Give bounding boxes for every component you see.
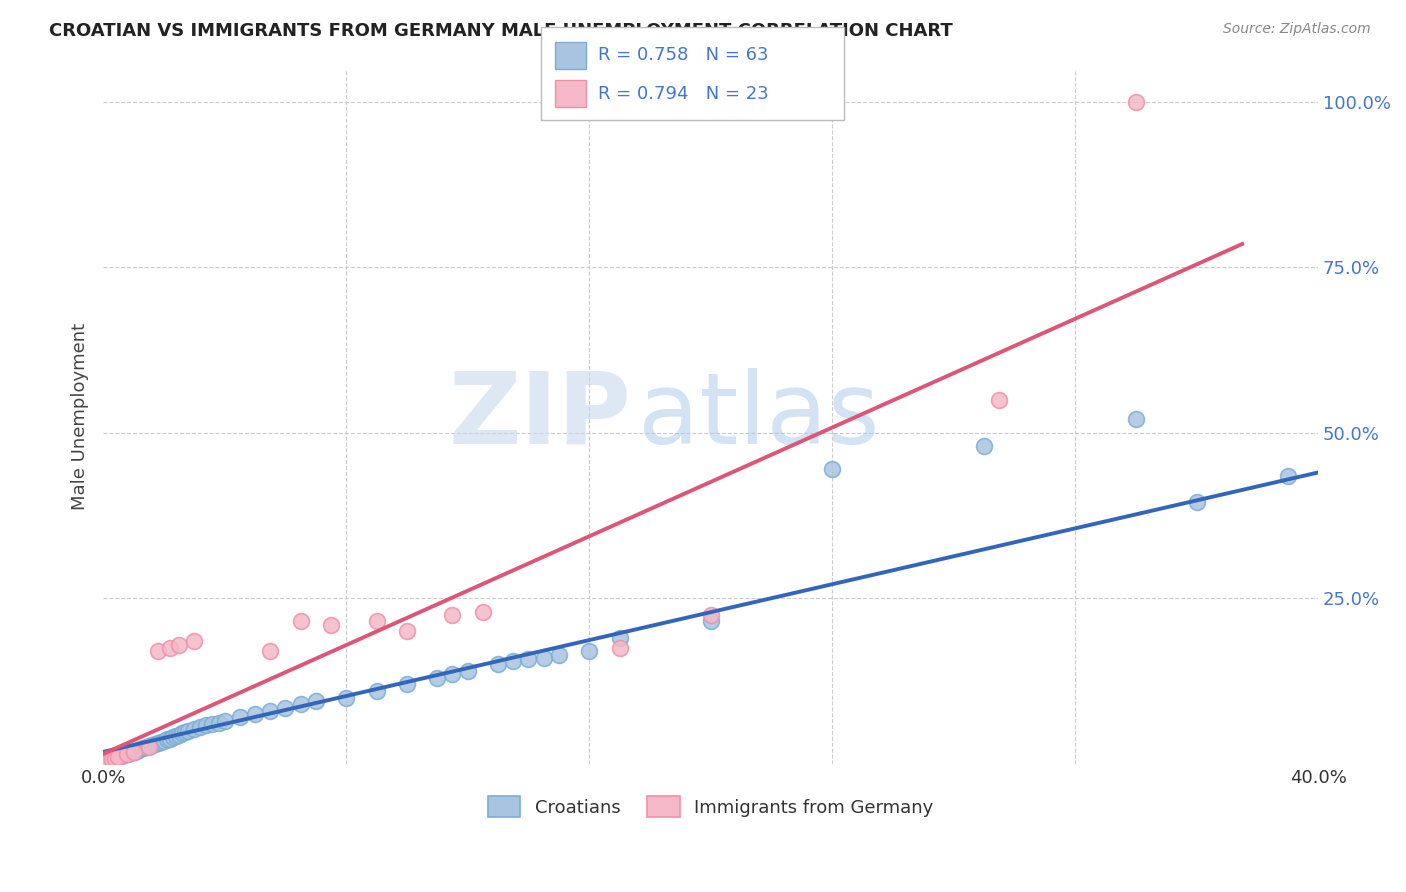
Point (517, 652, 540, 666)
Point (96, 756, 118, 770)
Point (188, 720, 211, 734)
Point (533, 651, 555, 665)
Point (471, 605, 494, 619)
Point (305, 694, 328, 708)
Point (214, 714, 236, 728)
Point (135, 740, 157, 755)
Point (122, 745, 145, 759)
Point (183, 723, 205, 737)
Point (143, 737, 166, 751)
Point (609, 640, 631, 655)
Point (125, 743, 148, 757)
Point (156, 732, 179, 747)
Point (259, 704, 281, 718)
Point (395, 624, 418, 639)
Point (259, 644, 281, 658)
Point (319, 617, 342, 632)
Point (195, 718, 218, 732)
Point (104, 751, 127, 765)
Point (117, 747, 139, 761)
Point (138, 739, 160, 753)
Text: Source: ZipAtlas.com: Source: ZipAtlas.com (1223, 22, 1371, 37)
Point (290, 615, 312, 629)
Point (93, 756, 115, 770)
Point (1277, 468, 1299, 483)
Point (101, 752, 124, 766)
Point (174, 725, 197, 739)
Point (165, 729, 187, 743)
Point (395, 677, 418, 691)
Point (167, 728, 190, 742)
Point (183, 634, 205, 648)
Point (426, 671, 449, 685)
Point (100, 753, 122, 767)
Point (699, 615, 721, 629)
Point (146, 644, 169, 658)
Point (117, 747, 139, 761)
Point (98, 754, 121, 768)
Point (229, 710, 252, 724)
Point (107, 750, 129, 764)
Point (167, 638, 190, 652)
Point (162, 731, 184, 745)
Text: CROATIAN VS IMMIGRANTS FROM GERMANY MALE UNEMPLOYMENT CORRELATION CHART: CROATIAN VS IMMIGRANTS FROM GERMANY MALE… (49, 22, 953, 40)
Point (335, 690, 357, 705)
Point (159, 731, 181, 746)
Point (101, 753, 124, 767)
Point (141, 739, 163, 753)
Point (107, 750, 129, 764)
Point (207, 715, 229, 730)
Point (97, 754, 120, 768)
Text: atlas: atlas (638, 368, 879, 465)
Point (1185, 495, 1208, 509)
Y-axis label: Male Unemployment: Male Unemployment (72, 323, 89, 509)
Point (128, 742, 150, 756)
Point (821, 462, 844, 476)
Point (988, 392, 1011, 407)
Text: R = 0.794   N = 23: R = 0.794 N = 23 (598, 85, 768, 103)
Point (138, 740, 160, 755)
Point (120, 746, 142, 760)
Point (457, 664, 479, 678)
Point (699, 607, 721, 622)
Point (201, 717, 224, 731)
Point (172, 726, 194, 740)
Point (103, 751, 125, 765)
Point (441, 667, 464, 681)
Point (290, 697, 312, 711)
Point (96, 755, 118, 769)
Point (153, 733, 176, 747)
Point (366, 684, 388, 698)
Text: R = 0.758   N = 63: R = 0.758 N = 63 (598, 46, 768, 64)
Point (1125, 412, 1147, 426)
Point (112, 748, 135, 763)
Point (104, 751, 127, 765)
Point (159, 640, 181, 655)
Point (441, 607, 464, 622)
Point (366, 615, 388, 629)
Point (243, 707, 266, 722)
Text: ZIP: ZIP (449, 368, 631, 465)
Point (609, 631, 631, 645)
Point (547, 648, 569, 662)
Point (486, 657, 509, 672)
Point (502, 654, 524, 668)
Point (146, 736, 169, 750)
Point (131, 740, 153, 755)
Point (122, 745, 145, 759)
Legend: Croatians, Immigrants from Germany: Croatians, Immigrants from Germany (481, 789, 941, 824)
Point (973, 439, 995, 453)
Point (149, 735, 172, 749)
Point (578, 644, 600, 658)
Point (98, 754, 121, 768)
Point (274, 700, 297, 714)
Point (1125, 95, 1147, 109)
Point (177, 723, 200, 738)
Point (110, 748, 132, 763)
